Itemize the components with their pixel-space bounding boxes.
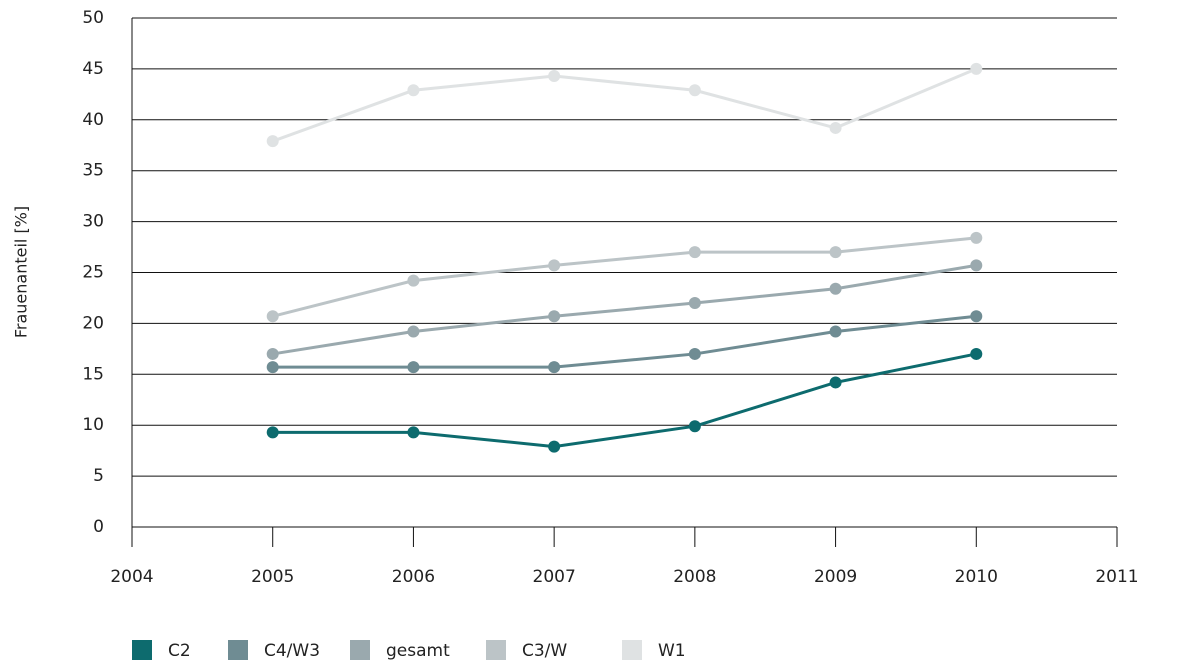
y-tick-label: 5 — [93, 466, 104, 486]
series-line — [272, 352, 977, 449]
point — [970, 62, 983, 75]
point — [829, 325, 842, 338]
point — [970, 259, 983, 272]
y-tick-label: 15 — [82, 364, 104, 384]
y-tick-label: 45 — [82, 59, 104, 79]
point — [688, 420, 701, 433]
legend-swatch — [132, 640, 152, 660]
legend-swatch — [622, 640, 642, 660]
point — [548, 310, 561, 323]
x-tick-label: 2009 — [814, 567, 857, 587]
point — [688, 246, 701, 259]
y-tick-label: 40 — [82, 110, 104, 130]
point — [688, 84, 701, 97]
point — [829, 121, 842, 134]
y-tick-label: 50 — [82, 8, 104, 28]
series-line — [272, 236, 977, 318]
legend-swatch — [350, 640, 370, 660]
point — [829, 282, 842, 295]
point — [407, 361, 420, 374]
legend-label: C2 — [168, 641, 191, 661]
point — [829, 246, 842, 259]
point — [548, 361, 561, 374]
point — [548, 259, 561, 272]
point — [407, 274, 420, 287]
y-axis-label: Frauenanteil [%] — [12, 206, 31, 338]
point — [688, 347, 701, 360]
legend-swatch — [486, 640, 506, 660]
point — [407, 426, 420, 439]
y-tick-label: 35 — [82, 161, 104, 181]
series-line — [272, 67, 977, 143]
x-tick-label: 2010 — [955, 567, 998, 587]
x-tick-label: 2008 — [673, 567, 716, 587]
series-line — [272, 314, 977, 369]
point — [266, 310, 279, 323]
point — [970, 231, 983, 244]
series-line — [272, 263, 977, 356]
x-tick-label: 2006 — [392, 567, 435, 587]
y-tick-label: 30 — [82, 212, 104, 232]
point — [970, 347, 983, 360]
x-tick-label: 2005 — [251, 567, 294, 587]
legend-label: C4/W3 — [264, 641, 320, 661]
point — [407, 325, 420, 338]
legend-label: gesamt — [386, 641, 450, 661]
x-tick-label: 2007 — [533, 567, 576, 587]
y-tick-label: 0 — [93, 517, 104, 537]
point — [266, 347, 279, 360]
point — [829, 376, 842, 389]
y-tick-label: 20 — [82, 313, 104, 333]
point — [548, 440, 561, 453]
point — [970, 310, 983, 323]
point — [688, 297, 701, 310]
y-tick-label: 25 — [82, 263, 104, 283]
x-tick-label: 2004 — [110, 567, 153, 587]
legend-swatch — [228, 640, 248, 660]
legend-label: C3/W — [522, 641, 567, 661]
legend-label: W1 — [658, 641, 686, 661]
point — [266, 361, 279, 374]
point — [548, 70, 561, 83]
point — [266, 135, 279, 148]
y-tick-label: 10 — [82, 415, 104, 435]
point — [407, 84, 420, 97]
point — [266, 426, 279, 439]
x-tick-label: 2011 — [1095, 567, 1138, 587]
